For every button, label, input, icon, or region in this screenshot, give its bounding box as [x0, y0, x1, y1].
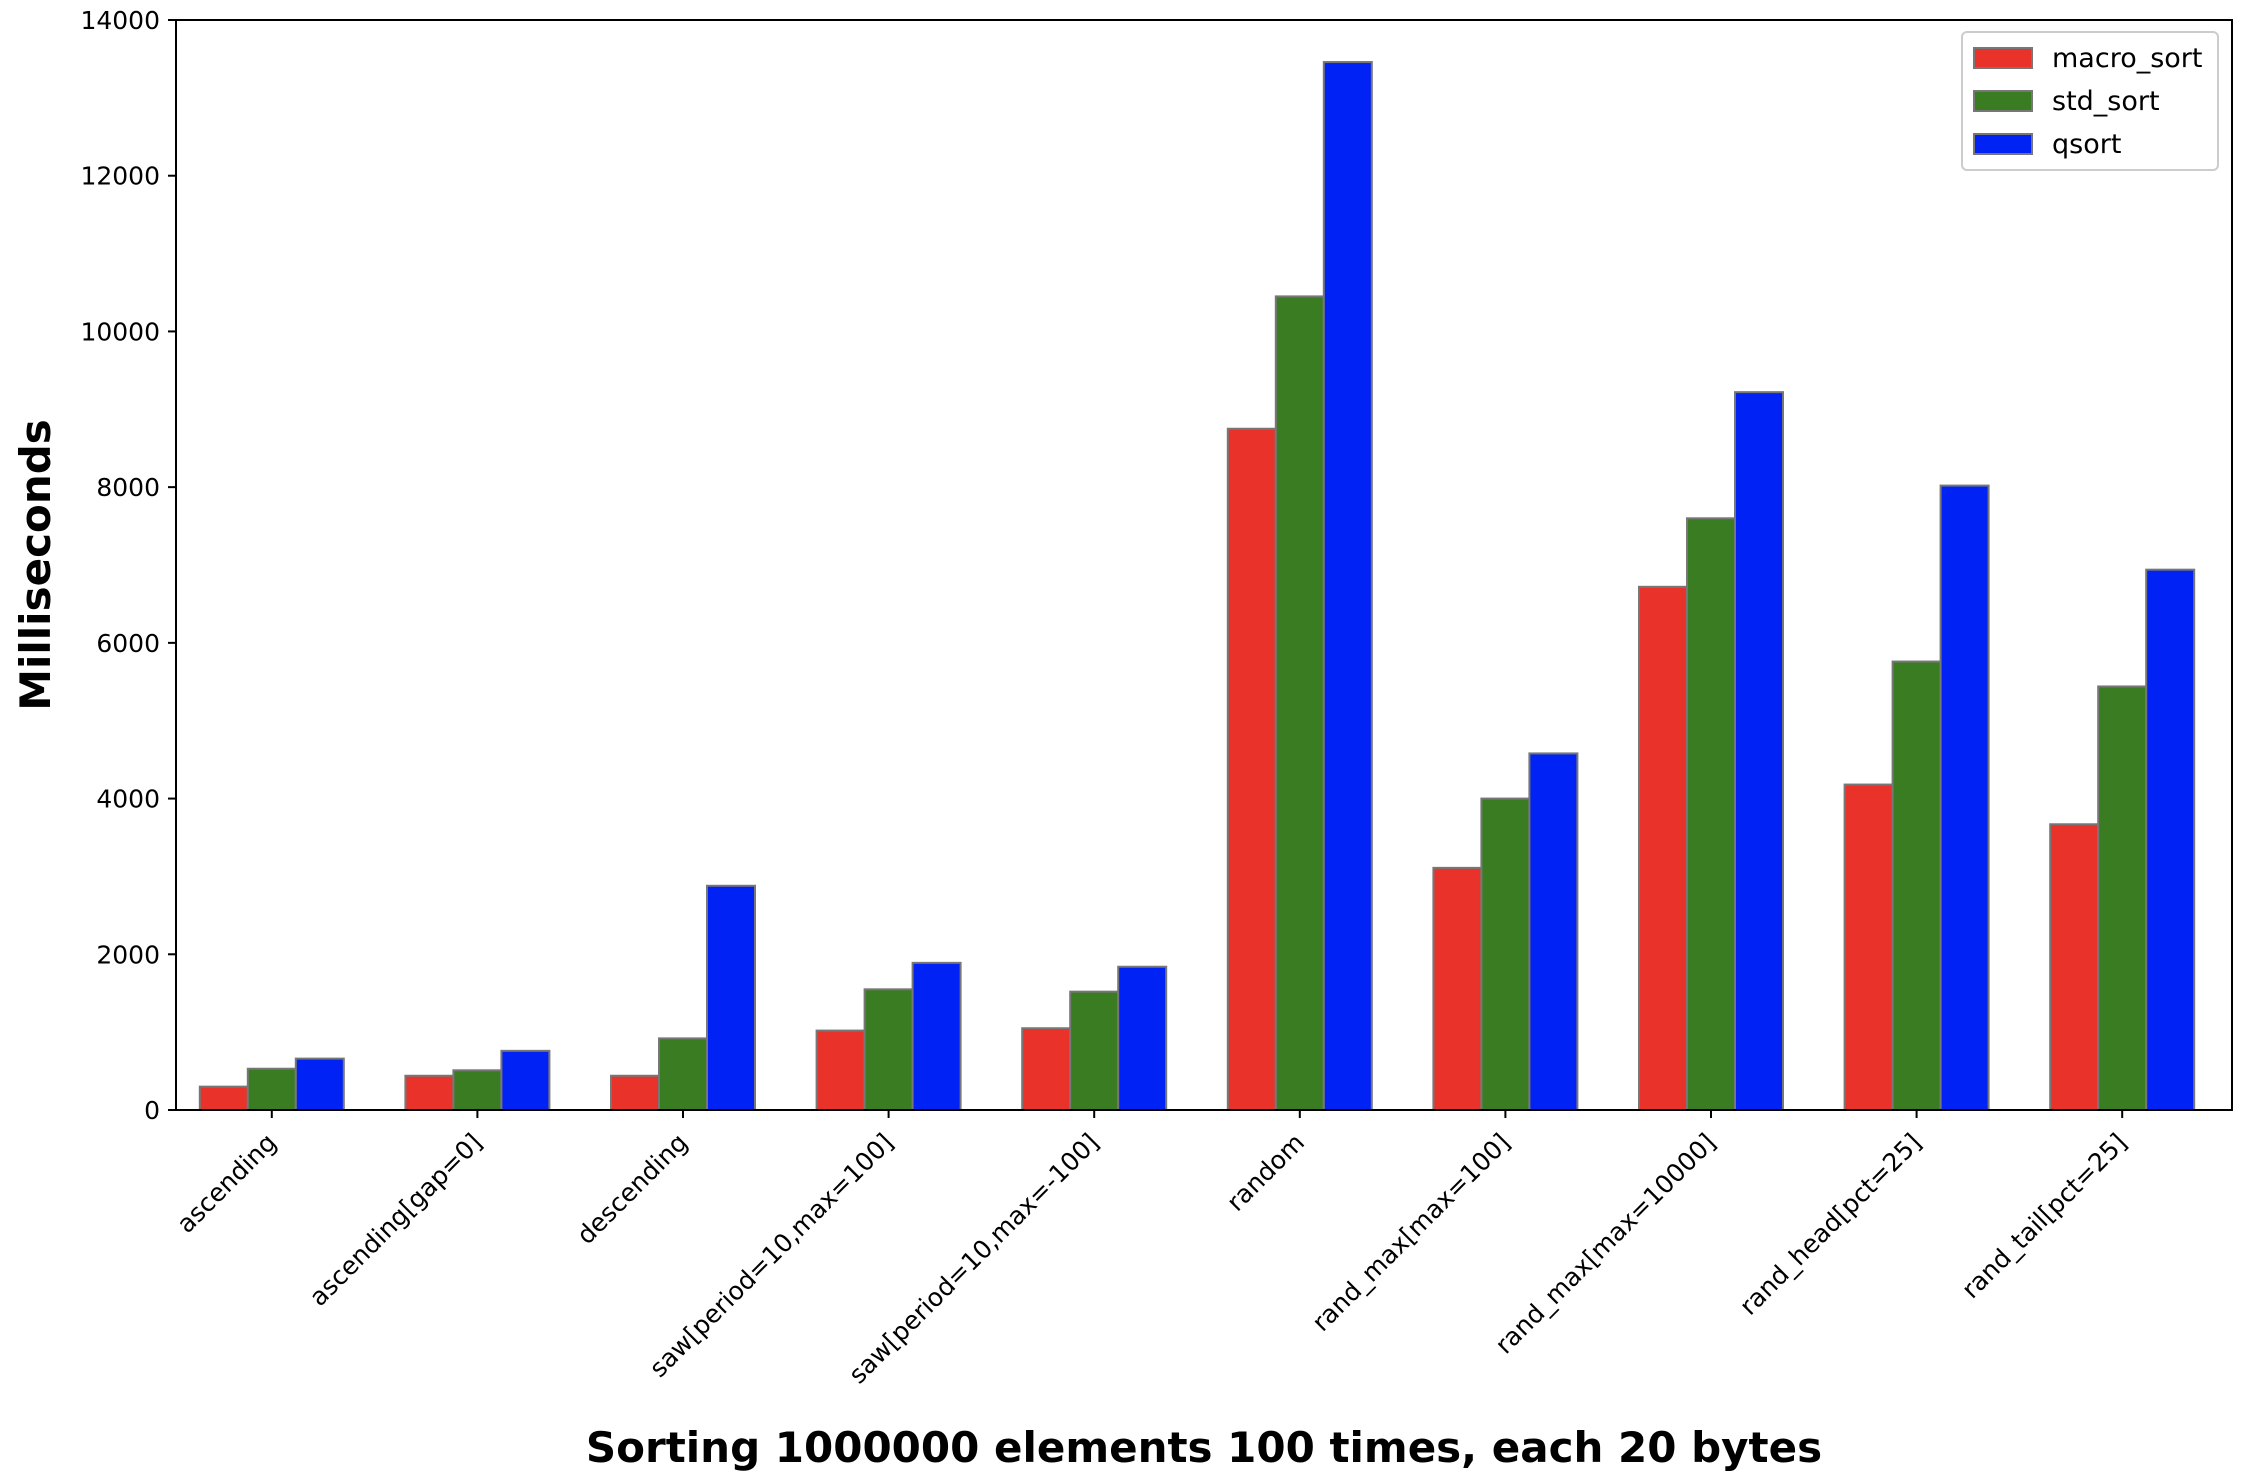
bar-qsort-2 [706, 884, 756, 1111]
x-tick-label: descending [571, 1128, 693, 1250]
legend-label-macro_sort: macro_sort [2052, 43, 2203, 74]
x-axis: ascending ascending[gap=0] descendingsaw[p… [171, 1110, 2132, 1389]
bar-std_sort-3 [863, 988, 914, 1111]
bar-macro_sort-8 [1843, 783, 1894, 1111]
bar-std_sort-4 [1069, 990, 1120, 1112]
x-tick-label: rand_max[max=100] [1306, 1128, 1515, 1337]
bar-std_sort-7 [1686, 517, 1736, 1111]
y-tick-label: 8000 [96, 473, 160, 502]
legend-swatch-macro_sort [1973, 47, 2033, 69]
plot-frame [175, 19, 2233, 1111]
bar-qsort-6 [1528, 752, 1579, 1112]
legend-swatch-qsort [1973, 133, 2033, 155]
bar-macro_sort-2 [610, 1074, 660, 1111]
bar-qsort-3 [911, 961, 962, 1111]
bar-qsort-0 [294, 1057, 345, 1111]
y-tick-label: 10000 [80, 317, 160, 346]
bar-macro_sort-1 [404, 1074, 455, 1111]
bar-qsort-8 [1939, 484, 1990, 1112]
bar-std_sort-8 [1891, 660, 1942, 1111]
bar-qsort-7 [1734, 391, 1784, 1111]
bar-macro_sort-3 [815, 1029, 866, 1111]
y-axis-title: Milliseconds [11, 419, 60, 711]
bar-std_sort-0 [246, 1067, 297, 1112]
y-tick-label: 6000 [96, 629, 160, 658]
x-tick-label: random [1221, 1128, 1310, 1217]
legend-label-qsort: qsort [2052, 129, 2121, 160]
bar-std_sort-9 [2097, 685, 2148, 1111]
x-tick-label: rand_head[pct=25] [1734, 1128, 1927, 1321]
bar-qsort-5 [1322, 61, 1373, 1112]
x-tick-label: ascending [171, 1128, 282, 1239]
bar-macro_sort-7 [1638, 585, 1688, 1111]
y-tick-label: 12000 [80, 162, 160, 191]
bar-macro_sort-6 [1432, 866, 1483, 1111]
x-tick-label: saw[period=10,max=100] [644, 1128, 899, 1383]
bar-qsort-4 [1117, 965, 1168, 1111]
y-axis: 0 2000 4000 6000 8000 10000 12000 14000 [80, 6, 176, 1125]
y-tick-label: 14000 [80, 6, 160, 35]
x-tick-label: ascending[gap=0] [304, 1128, 488, 1312]
bar-std_sort-5 [1274, 295, 1325, 1111]
bar-macro_sort-9 [2049, 823, 2100, 1111]
legend-label-std_sort: std_sort [2052, 86, 2160, 117]
y-tick-label: 2000 [96, 940, 160, 969]
y-tick-label: 0 [144, 1096, 160, 1125]
bar-macro_sort-5 [1226, 427, 1277, 1111]
y-tick-label: 4000 [96, 785, 160, 814]
x-axis-title: Sorting 1000000 elements 100 times, each… [586, 1423, 1822, 1472]
legend-swatch-std_sort [1973, 90, 2033, 112]
x-tick-label: rand_max[max=10000] [1489, 1128, 1721, 1360]
x-tick-label: saw[period=10,max=-100] [843, 1128, 1104, 1389]
bar-macro_sort-4 [1021, 1027, 1072, 1111]
bar-std_sort-6 [1480, 797, 1531, 1111]
bar-std_sort-2 [658, 1037, 708, 1112]
bar-macro_sort-0 [198, 1085, 249, 1111]
bar-std_sort-1 [452, 1069, 503, 1111]
bars-layer [198, 61, 2196, 1112]
bar-qsort-1 [500, 1049, 551, 1112]
bar-qsort-9 [2145, 568, 2196, 1111]
x-tick-label: rand_tail[pct=25] [1956, 1128, 2132, 1304]
